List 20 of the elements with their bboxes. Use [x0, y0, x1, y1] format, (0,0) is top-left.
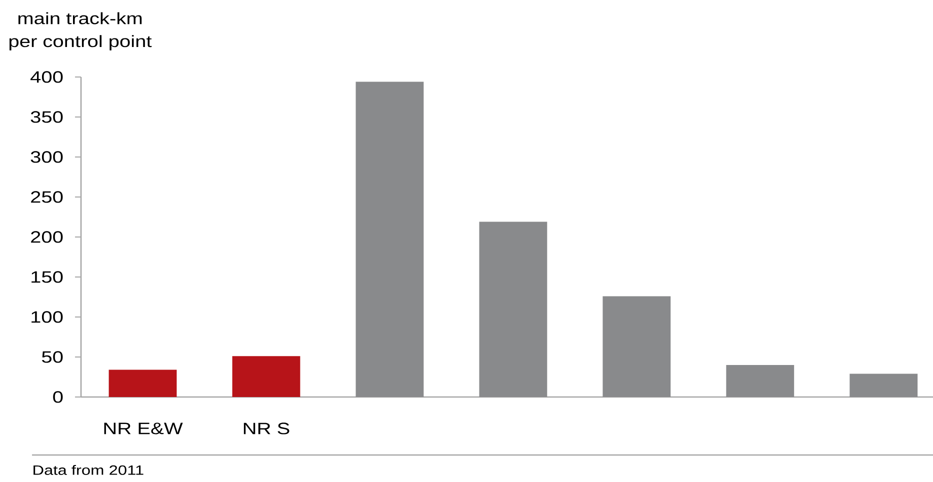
text: Data from 2011 [34, 465, 144, 475]
y-tick-label: 50 [42, 351, 63, 363]
x-tick-label: NR E&W [104, 422, 183, 434]
y-axis-title: main track-km per control point [9, 12, 152, 50]
bar [479, 222, 548, 397]
bar [726, 364, 794, 397]
y-tick-label: 100 [32, 311, 63, 323]
bar [850, 374, 918, 397]
bar [602, 296, 671, 397]
y-tick-label: 400 [30, 71, 63, 83]
bar [232, 356, 300, 397]
bar [108, 370, 177, 397]
bar [356, 82, 424, 397]
y-tick-label: 300 [30, 151, 63, 163]
y-tick-label: 0 [53, 391, 63, 403]
y-tick-label: 250 [31, 191, 63, 203]
x-tick-label: NR S [244, 422, 290, 434]
y-tick-label: 200 [31, 231, 63, 243]
y-tick-label: 150 [32, 271, 63, 283]
y-tick-label: 350 [30, 111, 63, 123]
